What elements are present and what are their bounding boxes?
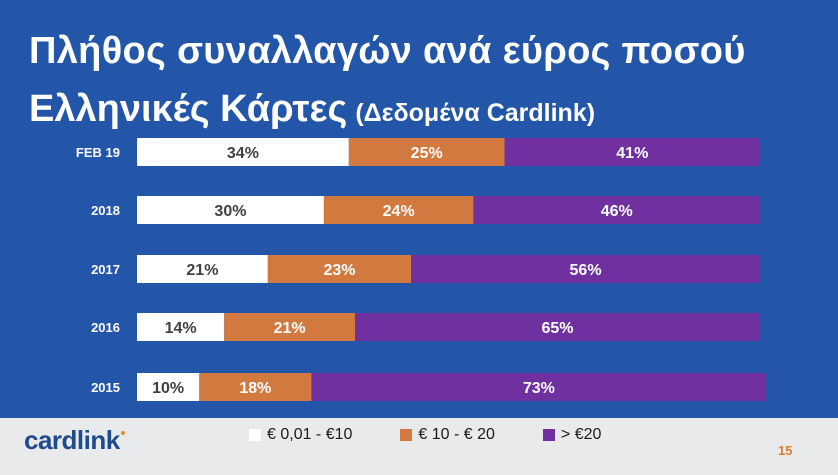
- logo-text: cardlink: [24, 425, 120, 455]
- legend-swatch: [542, 429, 555, 441]
- data-label: 56%: [570, 262, 602, 279]
- legend-label: € 10 - € 20: [418, 426, 495, 443]
- data-label: 46%: [601, 203, 633, 220]
- y-tick-label: 2017: [91, 262, 120, 277]
- bar-segment: [473, 196, 760, 224]
- bar-segment: [323, 196, 474, 224]
- bar-segment: [411, 255, 760, 283]
- legend-label: € 0,01 - €10: [267, 426, 353, 443]
- bar-segment: [224, 313, 356, 341]
- bar-segment: [199, 373, 312, 401]
- chart-title: Πλήθος συναλλαγών ανά εύρος ποσού: [29, 30, 746, 72]
- logo-dot-icon: [120, 431, 125, 435]
- data-label: 30%: [214, 203, 246, 220]
- bar-segment: [137, 373, 200, 401]
- data-label: 41%: [616, 145, 648, 162]
- chart-subtitle: (Δεδομένα Cardlink): [355, 99, 596, 127]
- data-label: 24%: [383, 203, 415, 220]
- y-tick-label: 2018: [91, 203, 120, 218]
- bar-segment: [137, 138, 349, 166]
- bar-segment: [355, 313, 760, 341]
- data-label: 18%: [239, 380, 271, 397]
- bar-segment: [137, 196, 324, 224]
- bar-segment: [348, 138, 505, 166]
- legend-label: > €20: [560, 426, 602, 443]
- legend-swatch: [249, 429, 261, 441]
- data-label: 14%: [165, 320, 197, 337]
- data-label: 73%: [523, 380, 555, 397]
- bar-segment: [504, 138, 760, 166]
- bar-segment: [311, 373, 767, 401]
- legend-item: € 10 - € 20: [400, 426, 495, 444]
- page-number: 15: [778, 443, 793, 458]
- data-label: 21%: [274, 320, 306, 337]
- data-label: 34%: [227, 145, 259, 162]
- legend-swatch: [400, 429, 413, 441]
- stacked-bar-chart: FEB 19 34% 25% 41% 2018 30% 24% 46% 2017 21% 23% 56…: [76, 138, 767, 401]
- y-tick-label: 2016: [91, 320, 120, 335]
- data-label: 25%: [411, 145, 443, 162]
- legend-item: > €20: [542, 426, 602, 444]
- data-label: 23%: [323, 262, 355, 279]
- y-tick-label: FEB 19: [76, 145, 120, 160]
- bar-segment: [137, 255, 268, 283]
- bar-segment: [137, 313, 225, 341]
- legend: € 0,01 - €10 € 10 - € 20 > €20: [249, 426, 601, 444]
- data-label: 65%: [542, 320, 574, 337]
- legend-item: € 0,01 - €10: [249, 426, 352, 444]
- y-tick-label: 2015: [91, 380, 120, 395]
- bar-segment: [267, 255, 412, 283]
- cardlink-logo: cardlink: [24, 425, 125, 456]
- chart-title-main: Ελληνικές Κάρτες: [29, 88, 348, 130]
- data-label: 21%: [186, 262, 218, 279]
- data-label: 10%: [152, 380, 184, 397]
- chart-title-line2: Ελληνικές Κάρτες (Δεδομένα Cardlink): [29, 88, 595, 131]
